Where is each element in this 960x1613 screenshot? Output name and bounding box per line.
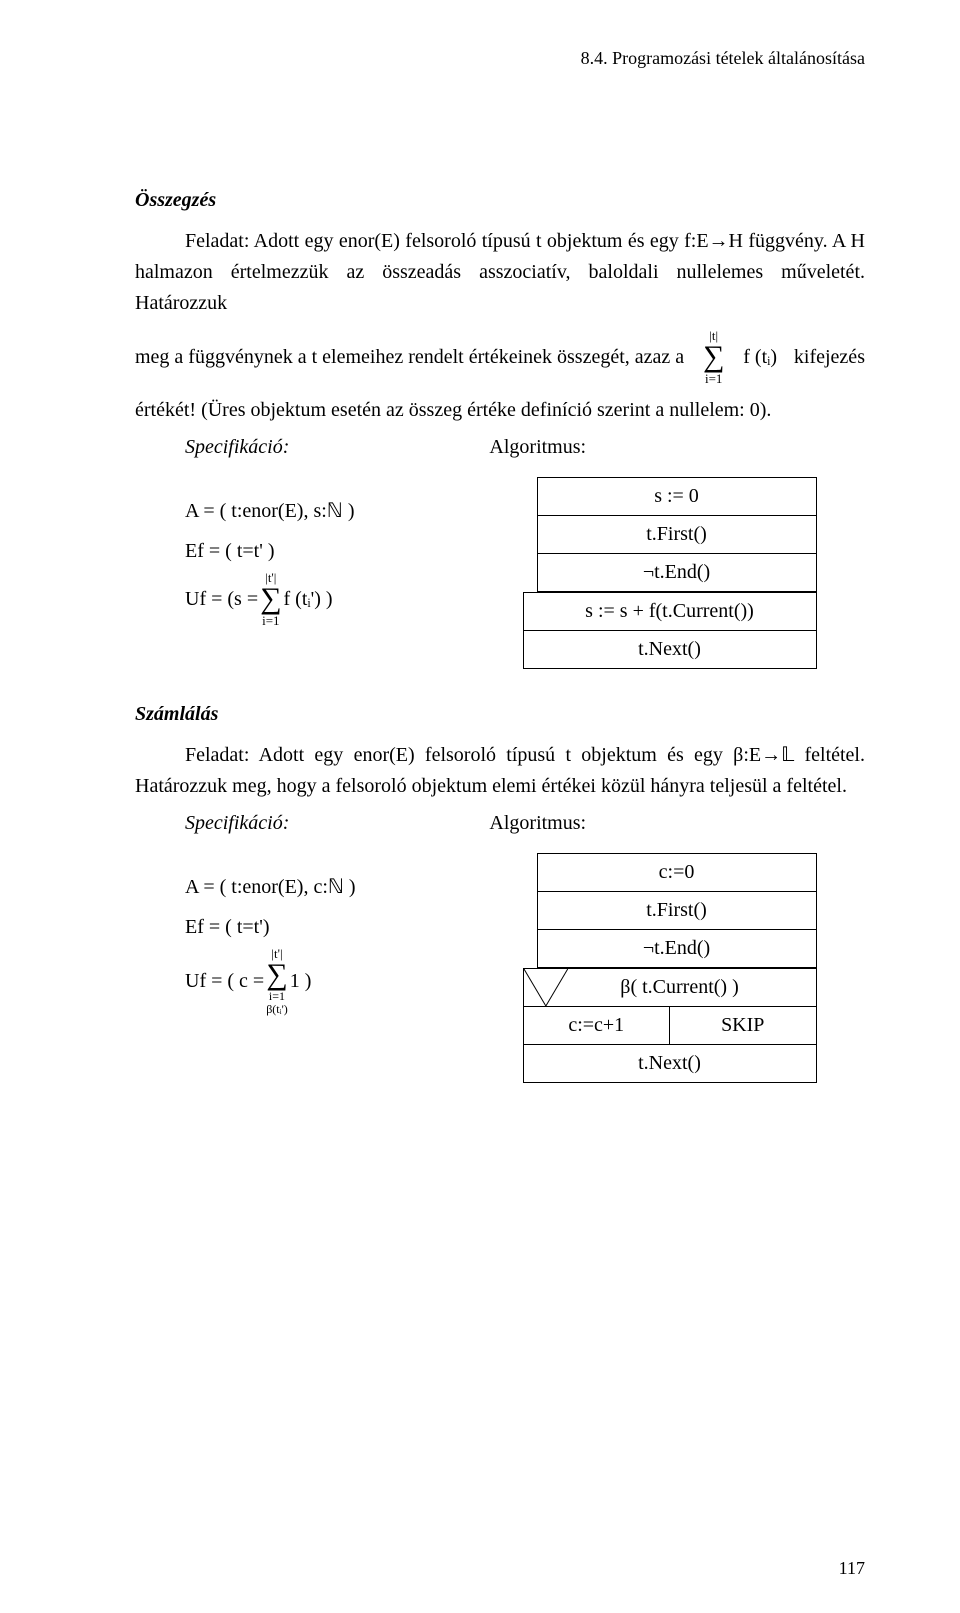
algo2-row5b: SKIP — [670, 1007, 817, 1045]
spec-math-2: A = ( t:enor(E), c:ℕ ) Ef = ( t=t') Uf =… — [135, 853, 537, 1016]
algo-table-1: s := 0 t.First() ¬t.End() — [537, 477, 817, 592]
sum2-bot: i=1 — [262, 614, 279, 627]
algo1-row5: t.Next() — [523, 631, 816, 669]
spec1-A: A = ( t:enor(E), s:ℕ ) — [185, 491, 537, 531]
algo-table-1-inner: s := s + f(t.Current()) t.Next() — [523, 592, 817, 669]
sum-block-1: |t| ∑ i=1 — [703, 329, 724, 385]
spec1-Uf: Uf = (s = |t'| ∑ i=1 f (tᵢ') ) — [185, 571, 537, 627]
spec-label-2: Specifikáció: — [185, 812, 289, 835]
algo2-row1: c:=0 — [537, 854, 816, 892]
two-col-1: A = ( t:enor(E), s:ℕ ) Ef = ( t=t' ) Uf … — [135, 477, 865, 669]
algo1-row1: s := 0 — [537, 478, 816, 516]
spec2-Uf: Uf = ( c = |t'| ∑ i=1 β(tᵢ') 1 ) — [185, 947, 537, 1016]
sec1-text-1: Feladat: Adott egy enor(E) felsoroló típ… — [135, 230, 865, 314]
spec1-Uf-body: f (tᵢ') ) — [284, 579, 333, 619]
algo2-row5a: c:=c+1 — [523, 1007, 670, 1045]
algo-label-1: Algoritmus: — [489, 436, 586, 459]
spec-algo-row-2: Specifikáció: Algoritmus: — [135, 812, 865, 835]
spec-algo-row-1: Specifikáció: Algoritmus: — [135, 436, 865, 459]
sum1-bot: i=1 — [705, 372, 722, 385]
sum3-bot2: β(tᵢ') — [266, 1003, 288, 1016]
page-header: 8.4. Programozási tételek általánosítása — [135, 48, 865, 69]
algo-label-2: Algoritmus: — [489, 812, 586, 835]
header-text: 8.4. Programozási tételek általánosítása — [581, 48, 865, 68]
algo2-row2: t.First() — [537, 892, 816, 930]
algo2-row6: t.Next() — [523, 1045, 816, 1083]
spec1-Ef: Ef = ( t=t' ) — [185, 531, 537, 571]
sec1-para: Feladat: Adott egy enor(E) felsoroló típ… — [135, 226, 865, 319]
sec1-para-sumline: meg a függvénynek a t elemeihez rendelt … — [135, 329, 865, 385]
sec1-text-2b: kifejezés — [794, 342, 865, 373]
sec1-para-3: értékét! (Üres objektum esetén az összeg… — [135, 395, 865, 426]
algo-box-2: c:=0 t.First() ¬t.End() β( t.Current() )… — [537, 853, 866, 1083]
spec2-Ef: Ef = ( t=t') — [185, 907, 537, 947]
algo2-branch: β( t.Current() ) — [523, 969, 816, 1007]
sum-block-2: |t'| ∑ i=1 — [260, 571, 281, 627]
page-number: 117 — [839, 1558, 865, 1579]
sec1-text-2a: meg a függvénynek a t elemeihez rendelt … — [135, 342, 684, 373]
algo-box-1: s := 0 t.First() ¬t.End() s := s + f(t.C… — [537, 477, 866, 669]
algo2-row4: β( t.Current() ) — [600, 976, 738, 998]
spec2-Uf-pre: Uf = ( c = — [185, 947, 264, 1001]
section-title-szamlalas: Számlálás — [135, 703, 865, 726]
section-title-osszegzes: Összegzés — [135, 189, 865, 212]
sigma-icon: ∑ — [260, 584, 281, 614]
algo2-row3: ¬t.End() — [537, 930, 816, 968]
sum-block-3: |t'| ∑ i=1 β(tᵢ') — [266, 947, 288, 1016]
sec2-para: Feladat: Adott egy enor(E) felsoroló típ… — [135, 740, 865, 802]
two-col-2: A = ( t:enor(E), c:ℕ ) Ef = ( t=t') Uf =… — [135, 853, 865, 1083]
spec-math-1: A = ( t:enor(E), s:ℕ ) Ef = ( t=t' ) Uf … — [135, 477, 537, 627]
algo1-row2: t.First() — [537, 516, 816, 554]
algo-table-2: c:=0 t.First() ¬t.End() — [537, 853, 817, 968]
spec2-A: A = ( t:enor(E), c:ℕ ) — [185, 867, 537, 907]
sigma-icon: ∑ — [703, 342, 724, 372]
algo1-row4: s := s + f(t.Current()) — [523, 593, 816, 631]
spec2-Uf-body: 1 ) — [290, 947, 312, 1001]
algo-table-2-inner: β( t.Current() ) c:=c+1 SKIP t.Next() — [523, 968, 817, 1083]
spec-label-1: Specifikáció: — [185, 436, 289, 459]
algo1-row3: ¬t.End() — [537, 554, 816, 592]
spec1-Uf-pre: Uf = (s = — [185, 579, 258, 619]
sum1-body: f (tᵢ) — [743, 342, 777, 373]
sigma-icon: ∑ — [266, 960, 287, 990]
